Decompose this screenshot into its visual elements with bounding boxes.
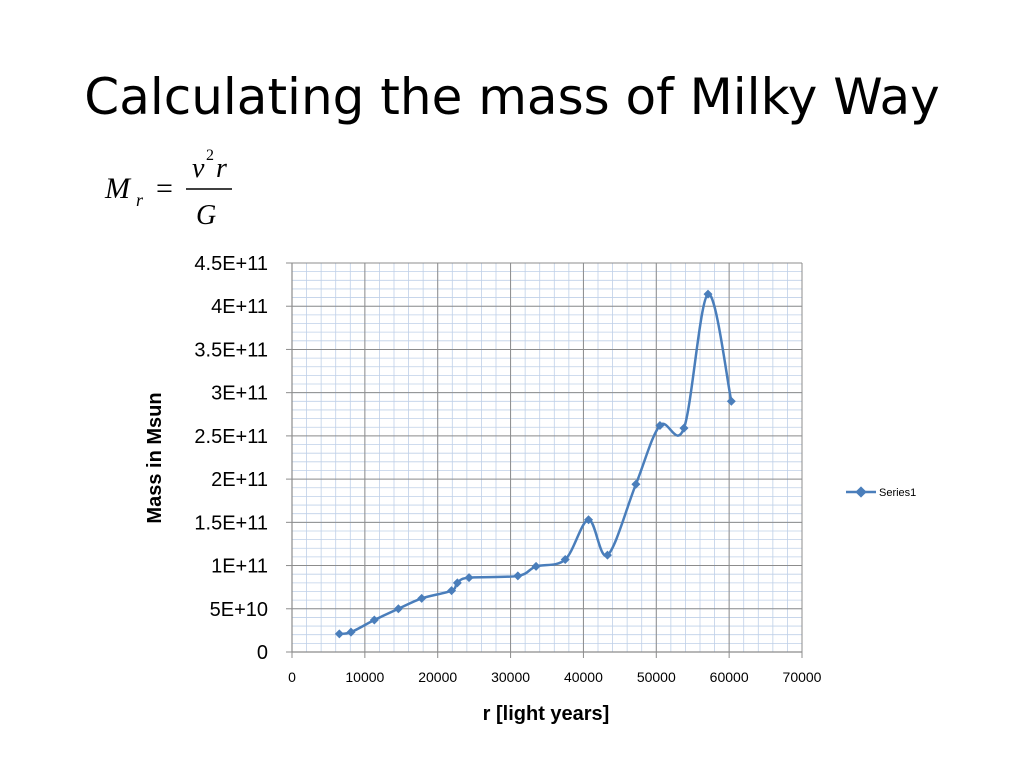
mass-formula: M r = v 2 r G: [104, 147, 232, 231]
y-tick-label: 1.5E+11: [194, 512, 268, 534]
data-point-marker: [334, 629, 344, 639]
x-tick-label: 30000: [491, 669, 530, 685]
data-point-marker: [655, 421, 665, 431]
data-point-marker: [393, 604, 403, 614]
data-point-marker: [447, 586, 457, 596]
data-point-marker: [584, 515, 594, 525]
y-axis-title: Mass in Msun: [144, 392, 166, 523]
y-tick-label: 2.5E+11: [194, 426, 268, 448]
y-tick-label: 3E+11: [211, 383, 268, 405]
data-point-marker: [703, 289, 713, 299]
data-point-marker: [679, 423, 689, 433]
major-gridlines: [291, 262, 803, 653]
formula-lhs-subscript: r: [136, 190, 144, 210]
slide-title: Calculating the mass of Milky Way: [84, 68, 940, 126]
formula-numerator-r: r: [216, 153, 227, 184]
x-axis-title: r [light years]: [483, 703, 610, 725]
y-tick-label: 0: [257, 642, 268, 664]
y-tick-label: 4.5E+11: [194, 253, 268, 275]
y-axis-tick-labels: 0 5E+10 1E+11 1.5E+11 2E+11 2.5E+11 3E+11 3.5E+…: [194, 253, 268, 664]
y-tick-label: 1E+11: [211, 556, 268, 578]
x-tick-label: 60000: [710, 669, 749, 685]
x-tick-label: 70000: [783, 669, 822, 685]
formula-numerator-v: v: [192, 153, 205, 184]
x-tick-label: 20000: [418, 669, 457, 685]
data-point-marker: [602, 550, 612, 560]
data-point-marker: [560, 555, 570, 565]
formula-lhs-symbol: M: [104, 172, 132, 205]
x-tick-label: 10000: [345, 669, 384, 685]
x-tick-label: 40000: [564, 669, 603, 685]
legend: Series1: [846, 486, 916, 499]
data-point-marker: [726, 396, 736, 406]
data-point-marker: [631, 479, 641, 489]
legend-series-label: Series1: [879, 487, 916, 499]
data-point-marker: [417, 593, 427, 603]
y-tick-label: 5E+10: [210, 599, 268, 621]
data-point-marker: [464, 573, 474, 583]
formula-equals: =: [156, 172, 173, 205]
y-tick-label: 4E+11: [211, 296, 268, 318]
formula-denominator: G: [196, 200, 216, 231]
y-tick-label: 3.5E+11: [194, 339, 268, 361]
data-point-marker: [452, 578, 462, 588]
x-axis-tick-labels: 0 10000 20000 30000 40000 50000 60000 70000: [288, 669, 822, 685]
data-point-marker: [346, 627, 356, 637]
x-tick-label: 0: [288, 669, 296, 685]
y-tick-label: 2E+11: [211, 469, 268, 491]
minor-gridlines: [291, 262, 803, 653]
legend-marker-swatch: [855, 486, 867, 498]
data-point-marker: [513, 571, 523, 581]
x-tick-label: 50000: [637, 669, 676, 685]
axes: [286, 262, 803, 658]
series-layer: [334, 289, 736, 639]
formula-numerator-exponent: 2: [206, 147, 214, 164]
data-point-marker: [369, 615, 379, 625]
data-point-marker: [531, 561, 541, 571]
